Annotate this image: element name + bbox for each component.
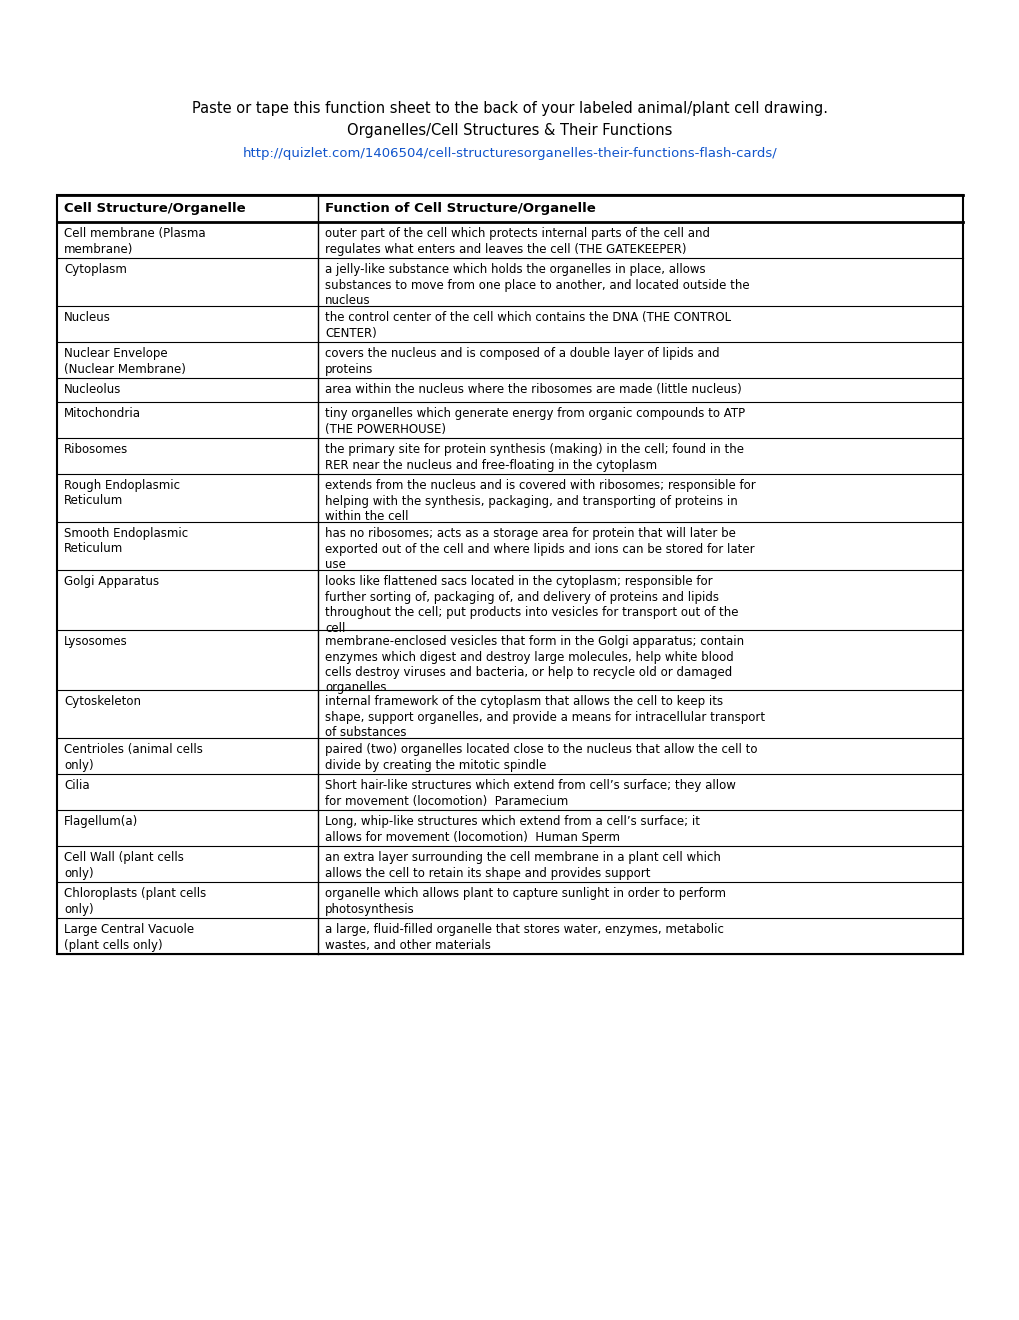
Text: has no ribosomes; acts as a storage area for protein that will later be
exported: has no ribosomes; acts as a storage area… <box>325 527 754 572</box>
Text: Nucleolus: Nucleolus <box>64 383 121 396</box>
Text: http://quizlet.com/1406504/cell-structuresorganelles-their-functions-flash-cards: http://quizlet.com/1406504/cell-structur… <box>243 147 776 160</box>
Text: Lysosomes: Lysosomes <box>64 635 127 648</box>
Text: Ribosomes: Ribosomes <box>64 444 128 455</box>
Text: Mitochondria: Mitochondria <box>64 407 141 420</box>
Text: Cell Structure/Organelle: Cell Structure/Organelle <box>64 202 246 215</box>
Text: Nuclear Envelope
(Nuclear Membrane): Nuclear Envelope (Nuclear Membrane) <box>64 347 185 375</box>
Text: Cytoplasm: Cytoplasm <box>64 263 126 276</box>
Text: Function of Cell Structure/Organelle: Function of Cell Structure/Organelle <box>325 202 595 215</box>
Text: Large Central Vacuole
(plant cells only): Large Central Vacuole (plant cells only) <box>64 923 194 952</box>
Text: paired (two) organelles located close to the nucleus that allow the cell to
divi: paired (two) organelles located close to… <box>325 743 757 771</box>
Text: Long, whip-like structures which extend from a cell’s surface; it
allows for mov: Long, whip-like structures which extend … <box>325 814 699 843</box>
Text: Golgi Apparatus: Golgi Apparatus <box>64 576 159 587</box>
Text: Cytoskeleton: Cytoskeleton <box>64 696 141 708</box>
Text: covers the nucleus and is composed of a double layer of lipids and
proteins: covers the nucleus and is composed of a … <box>325 347 719 375</box>
Text: Chloroplasts (plant cells
only): Chloroplasts (plant cells only) <box>64 887 206 916</box>
Text: the primary site for protein synthesis (making) in the cell; found in the
RER ne: the primary site for protein synthesis (… <box>325 444 743 471</box>
Bar <box>57 195 962 954</box>
Text: Flagellum(a): Flagellum(a) <box>64 814 139 828</box>
Text: Paste or tape this function sheet to the back of your labeled animal/plant cell : Paste or tape this function sheet to the… <box>192 100 827 116</box>
Text: Nucleus: Nucleus <box>64 312 111 323</box>
Text: organelle which allows plant to capture sunlight in order to perform
photosynthe: organelle which allows plant to capture … <box>325 887 726 916</box>
Text: Centrioles (animal cells
only): Centrioles (animal cells only) <box>64 743 203 771</box>
Text: extends from the nucleus and is covered with ribosomes; responsible for
helping : extends from the nucleus and is covered … <box>325 479 755 523</box>
Text: tiny organelles which generate energy from organic compounds to ATP
(THE POWERHO: tiny organelles which generate energy fr… <box>325 407 745 436</box>
Text: looks like flattened sacs located in the cytoplasm; responsible for
further sort: looks like flattened sacs located in the… <box>325 576 738 635</box>
Text: an extra layer surrounding the cell membrane in a plant cell which
allows the ce: an extra layer surrounding the cell memb… <box>325 851 720 879</box>
Text: area within the nucleus where the ribosomes are made (little nucleus): area within the nucleus where the riboso… <box>325 383 741 396</box>
Text: internal framework of the cytoplasm that allows the cell to keep its
shape, supp: internal framework of the cytoplasm that… <box>325 696 764 739</box>
Text: Rough Endoplasmic
Reticulum: Rough Endoplasmic Reticulum <box>64 479 179 507</box>
Text: Organelles/Cell Structures & Their Functions: Organelles/Cell Structures & Their Funct… <box>347 123 672 137</box>
Text: a large, fluid-filled organelle that stores water, enzymes, metabolic
wastes, an: a large, fluid-filled organelle that sto… <box>325 923 723 952</box>
Text: Cell membrane (Plasma
membrane): Cell membrane (Plasma membrane) <box>64 227 206 256</box>
Text: the control center of the cell which contains the DNA (THE CONTROL
CENTER): the control center of the cell which con… <box>325 312 731 339</box>
Text: outer part of the cell which protects internal parts of the cell and
regulates w: outer part of the cell which protects in… <box>325 227 709 256</box>
Text: Smooth Endoplasmic
Reticulum: Smooth Endoplasmic Reticulum <box>64 527 187 556</box>
Text: a jelly-like substance which holds the organelles in place, allows
substances to: a jelly-like substance which holds the o… <box>325 263 749 308</box>
Text: Short hair-like structures which extend from cell’s surface; they allow
for move: Short hair-like structures which extend … <box>325 779 735 808</box>
Text: Cilia: Cilia <box>64 779 90 792</box>
Text: membrane-enclosed vesicles that form in the Golgi apparatus; contain
enzymes whi: membrane-enclosed vesicles that form in … <box>325 635 744 694</box>
Text: Cell Wall (plant cells
only): Cell Wall (plant cells only) <box>64 851 183 879</box>
